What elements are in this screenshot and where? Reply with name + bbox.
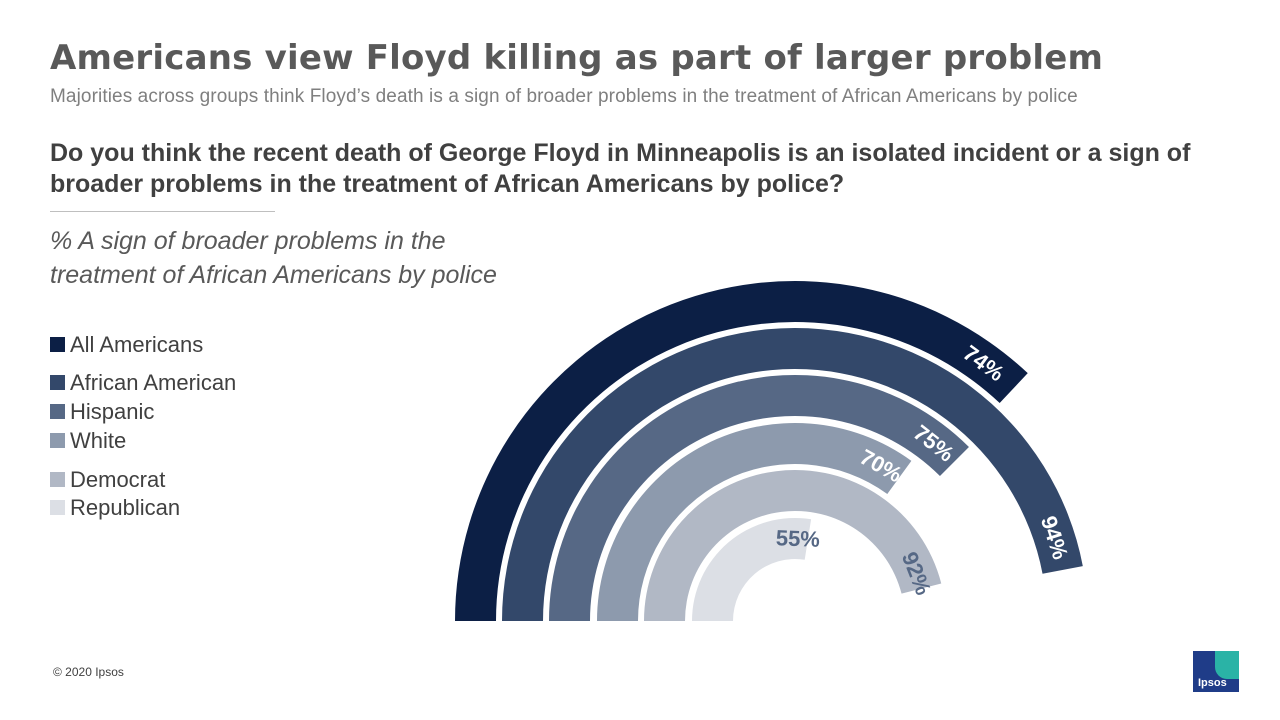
legend-swatch (50, 404, 65, 419)
legend-swatch (50, 500, 65, 515)
radial-bar (644, 470, 942, 621)
legend-label: Republican (70, 495, 181, 520)
measure-label: % A sign of broader problems in the trea… (50, 224, 550, 292)
ipsos-logo: Ipsos (1193, 651, 1239, 692)
measure-line-2: treatment of African Americans by police (50, 261, 497, 289)
survey-question: Do you think the recent death of George … (50, 139, 1191, 198)
logo-accent (1215, 651, 1239, 679)
radial-bar (597, 423, 912, 621)
measure-line-1: % A sign of broader problems in the (50, 227, 446, 255)
legend-label: African American (70, 370, 237, 395)
legend-label: Democrat (70, 467, 166, 492)
radial-bar (549, 375, 969, 621)
legend-label: Hispanic (70, 399, 155, 424)
copyright: © 2020 Ipsos (53, 665, 124, 679)
radial-bar (455, 281, 1028, 621)
legend-swatch (50, 337, 65, 352)
page-title: Americans view Floyd killing as part of … (50, 38, 1104, 78)
divider (50, 211, 275, 212)
data-label: 55% (775, 525, 820, 552)
legend-swatch (50, 433, 65, 448)
legend-swatch (50, 472, 65, 487)
radial-bar (692, 518, 812, 621)
logo-text: Ipsos (1198, 677, 1227, 689)
page-subtitle: Majorities across groups think Floyd’s d… (50, 86, 1078, 107)
radial-bar (502, 327, 1083, 621)
legend-label: All Americans (70, 332, 204, 357)
legend-swatch (50, 375, 65, 390)
legend-label: White (70, 428, 127, 453)
